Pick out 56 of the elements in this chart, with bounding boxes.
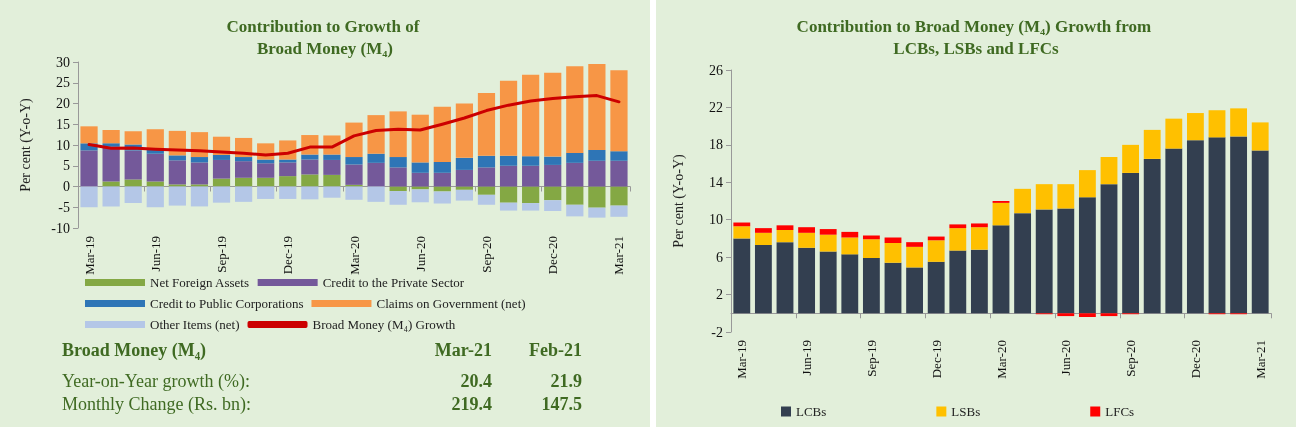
text: Broad Money (M₄) <box>62 340 208 361</box>
x-tick-label: Mar-20 <box>993 340 1009 379</box>
x-tick-label: Jun-20 <box>1058 340 1074 376</box>
x-tick-label: Dec-19 <box>928 340 944 379</box>
legend-label: Net Foreign Assets <box>150 275 249 290</box>
y-tick-label: 0 <box>63 179 70 194</box>
y-tick-label: 26 <box>709 62 723 78</box>
y-tick-label: 18 <box>709 137 723 153</box>
x-tick-label: Mar-21 <box>611 236 627 275</box>
chart-title: Contribution to Broad Money (M₄) Growth from LCBs, LSBs and LFCs <box>796 16 1156 58</box>
x-tick-label: Mar-21 <box>1252 340 1268 379</box>
series-label: Year-on-Year growth (%): <box>62 371 251 392</box>
y-tick-label: 30 <box>56 54 70 70</box>
y-tick-label: 20 <box>56 96 70 111</box>
data-label: 147.5 <box>540 394 582 415</box>
y-tick-label: 25 <box>56 75 70 91</box>
x-tick-label: Sep-19 <box>863 340 879 377</box>
y-tick-label: 5 <box>63 158 70 174</box>
y-tick-label: 10 <box>56 137 70 153</box>
legend-label: LFCs <box>1105 404 1135 419</box>
category-label: Feb-21 <box>528 340 582 361</box>
x-tick-label: Sep-20 <box>478 236 494 273</box>
y-tick-label: 22 <box>709 99 723 115</box>
legend-label: Other Items (net) <box>150 317 240 332</box>
legend-label: Broad Money (M₄) Growth <box>312 317 456 332</box>
x-tick-label: Jun-19 <box>799 340 815 376</box>
x-tick-label: Mar-20 <box>346 236 362 275</box>
y-axis-title: Per cent (Y-o-Y) <box>670 154 687 248</box>
x-tick-label: Sep-20 <box>1123 340 1139 377</box>
y-axis-title: Per cent (Y-o-Y) <box>17 98 34 192</box>
x-tick-label: Dec-20 <box>545 236 561 275</box>
x-tick-label: Sep-19 <box>214 236 230 273</box>
x-tick-label: Mar-19 <box>81 236 97 275</box>
x-tick-label: Mar-19 <box>734 340 750 379</box>
data-label: 20.4 <box>459 371 492 392</box>
y-tick-label: -2 <box>711 324 723 340</box>
y-tick-label: -10 <box>51 220 70 236</box>
legend-label: LCBs <box>796 404 827 419</box>
x-tick-label: Dec-19 <box>280 236 296 275</box>
chart-title: Contribution to Growth of Broad Money (M₄) <box>226 16 424 58</box>
y-tick-label: -5 <box>58 199 70 215</box>
y-tick-label: 10 <box>709 212 723 228</box>
y-tick-label: 6 <box>716 249 723 265</box>
x-tick-label: Jun-20 <box>412 236 428 272</box>
y-tick-label: 14 <box>709 174 723 190</box>
x-tick-label: Dec-20 <box>1187 340 1203 379</box>
legend-label: Credit to the Private Sector <box>322 275 465 290</box>
data-label: 219.4 <box>450 394 492 415</box>
data-label: 21.9 <box>549 371 582 392</box>
text: Monthly Change (Rs. bn): <box>62 394 252 415</box>
y-tick-label: 15 <box>56 116 70 132</box>
legend-label: LSBs <box>951 404 981 419</box>
y-tick-label: 2 <box>716 287 723 303</box>
legend-label: Claims on Government (net) <box>376 296 526 311</box>
legend-label: Credit to Public Corporations <box>150 296 304 311</box>
x-tick-label: Jun-19 <box>147 236 163 272</box>
